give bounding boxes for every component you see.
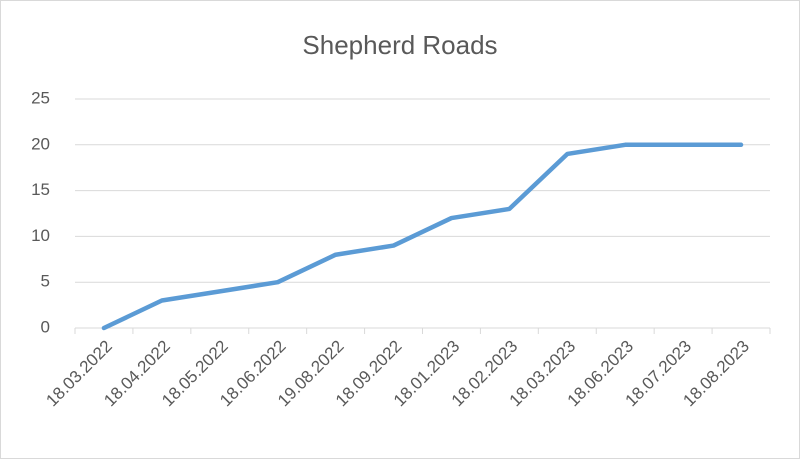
y-tick-label: 25 xyxy=(31,88,50,107)
y-tick-label: 5 xyxy=(41,272,50,291)
y-tick-label: 20 xyxy=(31,134,50,153)
chart-title: Shepherd Roads xyxy=(302,30,497,60)
y-tick-label: 0 xyxy=(41,317,50,336)
data-line xyxy=(101,142,744,331)
y-tick-label: 10 xyxy=(31,226,50,245)
y-tick-label: 15 xyxy=(31,180,50,199)
